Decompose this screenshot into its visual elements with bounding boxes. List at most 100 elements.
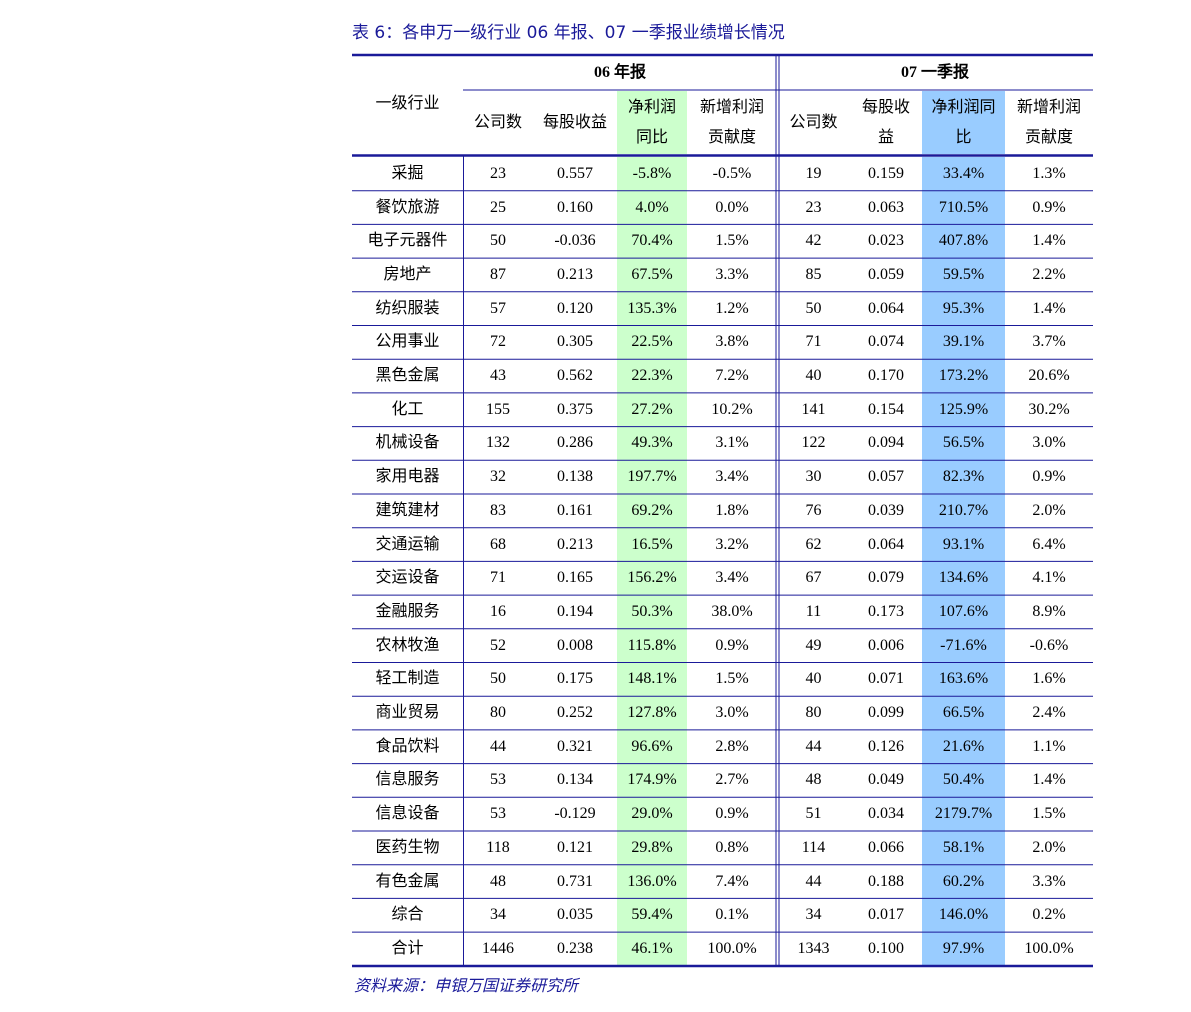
- column-header: 每股收益: [850, 91, 922, 154]
- cell-text: 58.1%: [942, 838, 985, 856]
- data-cell: 127.8%: [617, 696, 687, 730]
- cell-text: 交通运输: [375, 535, 440, 553]
- row-label: 合计: [352, 932, 463, 966]
- cell-text: 建筑建材: [375, 501, 440, 519]
- cell-text: 0.120: [557, 299, 593, 317]
- data-cell: 50: [463, 224, 533, 258]
- cell-text: 公司数: [473, 113, 522, 131]
- cell-text: 127.8%: [627, 704, 677, 722]
- cell-text: 8.9%: [1032, 602, 1066, 620]
- data-cell: 0.557: [533, 157, 617, 191]
- cell-text: 0.188: [868, 872, 904, 890]
- cell-text: 163.6%: [938, 670, 989, 688]
- column-header: 净利润同比: [617, 91, 687, 154]
- data-cell: -5.8%: [617, 157, 687, 191]
- cell-text: -0.036: [554, 232, 596, 250]
- cell-text: 210.7%: [938, 501, 989, 519]
- cell-text: 32: [490, 468, 506, 486]
- cell-text: 1.4%: [1032, 771, 1066, 789]
- data-cell: 66.5%: [922, 696, 1005, 730]
- data-cell: 16.5%: [617, 527, 687, 562]
- data-cell: 49: [777, 629, 850, 663]
- cell-text: 155: [486, 400, 510, 418]
- cell-text: 100.0%: [1024, 940, 1074, 958]
- data-cell: 122: [777, 427, 850, 461]
- row-label: 医药生物: [352, 831, 463, 865]
- cell-text: 07 一季报: [900, 64, 969, 81]
- cell-text: 10.2%: [711, 400, 753, 418]
- column-header: 每股收益: [533, 91, 617, 154]
- cell-text: 0.099: [868, 704, 904, 722]
- cell-text: 1.5%: [715, 232, 749, 250]
- data-cell: 0.120: [533, 292, 617, 326]
- data-cell: 40: [777, 663, 850, 697]
- data-cell: 80: [463, 696, 533, 730]
- cell-text: 0.063: [868, 198, 904, 216]
- cell-text: 50.3%: [631, 602, 673, 620]
- data-cell: 1.1%: [1005, 730, 1093, 764]
- row-label: 交运设备: [352, 561, 463, 595]
- cell-text: 50: [490, 670, 506, 688]
- cell-text: 1.4%: [1032, 299, 1066, 317]
- data-cell: 407.8%: [922, 224, 1005, 259]
- data-cell: 19: [777, 157, 850, 191]
- cell-text: 电子元器件: [367, 232, 448, 250]
- cell-text: 1343: [797, 940, 830, 958]
- data-cell: 0.063: [850, 191, 922, 225]
- cell-text: 20.6%: [1028, 367, 1070, 385]
- cell-text: 2.0%: [1032, 838, 1066, 856]
- data-cell: 40: [777, 359, 850, 393]
- cell-text: 107.6%: [938, 602, 989, 620]
- data-cell: 38.0%: [687, 595, 777, 629]
- cell-text: 40: [805, 367, 822, 385]
- row-label: 金融服务: [352, 595, 463, 629]
- cell-text: 0.175: [557, 670, 593, 688]
- cell-text: 信息服务: [375, 771, 440, 789]
- cell-text: 93.1%: [942, 535, 985, 553]
- data-cell: 1.5%: [1005, 797, 1093, 831]
- cell-text: 70.4%: [631, 232, 673, 250]
- cell-text: 新增利润: [699, 98, 764, 116]
- cell-text: 3.4%: [715, 569, 749, 587]
- data-cell: 0.134: [533, 764, 617, 798]
- cell-text: 2.0%: [1032, 501, 1066, 519]
- group-header: 07 一季报: [777, 56, 1093, 90]
- cell-text: -0.5%: [712, 164, 752, 182]
- row-label: 机械设备: [352, 427, 463, 461]
- data-cell: 174.9%: [617, 763, 687, 798]
- data-cell: 0.731: [533, 865, 617, 899]
- data-cell: 134.6%: [922, 561, 1005, 596]
- data-cell: 3.8%: [687, 326, 777, 360]
- cell-text: 134.6%: [938, 569, 989, 587]
- row-label: 房地产: [352, 258, 463, 292]
- cell-text: 50.4%: [942, 771, 985, 789]
- data-cell: 0.074: [850, 326, 922, 360]
- cell-text: 合计: [391, 940, 424, 958]
- cell-text: 67.5%: [631, 265, 673, 283]
- cell-text: 156.2%: [627, 569, 677, 587]
- cell-text: 3.7%: [1032, 333, 1066, 351]
- cell-text: 0.094: [868, 434, 904, 452]
- cell-text: 信息设备: [375, 805, 440, 823]
- data-cell: 3.2%: [687, 528, 777, 562]
- cell-text: 7.4%: [715, 872, 749, 890]
- data-cell: 23: [463, 157, 533, 191]
- data-cell: 0.9%: [1005, 191, 1093, 225]
- cell-text: 公用事业: [375, 333, 440, 351]
- cell-text: 136.0%: [627, 872, 677, 890]
- cell-text: 比: [955, 128, 972, 146]
- data-cell: 83: [463, 494, 533, 528]
- cell-text: 0.154: [868, 400, 904, 418]
- data-cell: 1.8%: [687, 494, 777, 528]
- cell-text: 0.305: [557, 333, 593, 351]
- cell-text: 0.121: [557, 838, 593, 856]
- data-cell: 4.0%: [617, 190, 687, 225]
- data-cell: 135.3%: [617, 291, 687, 326]
- cell-text: 0.286: [557, 434, 593, 452]
- cell-text: 0.2%: [1032, 906, 1066, 924]
- data-cell: 148.1%: [617, 662, 687, 697]
- cell-text: 60.2%: [942, 872, 985, 890]
- cell-text: -5.8%: [632, 164, 672, 182]
- cell-text: 97.9%: [942, 940, 985, 958]
